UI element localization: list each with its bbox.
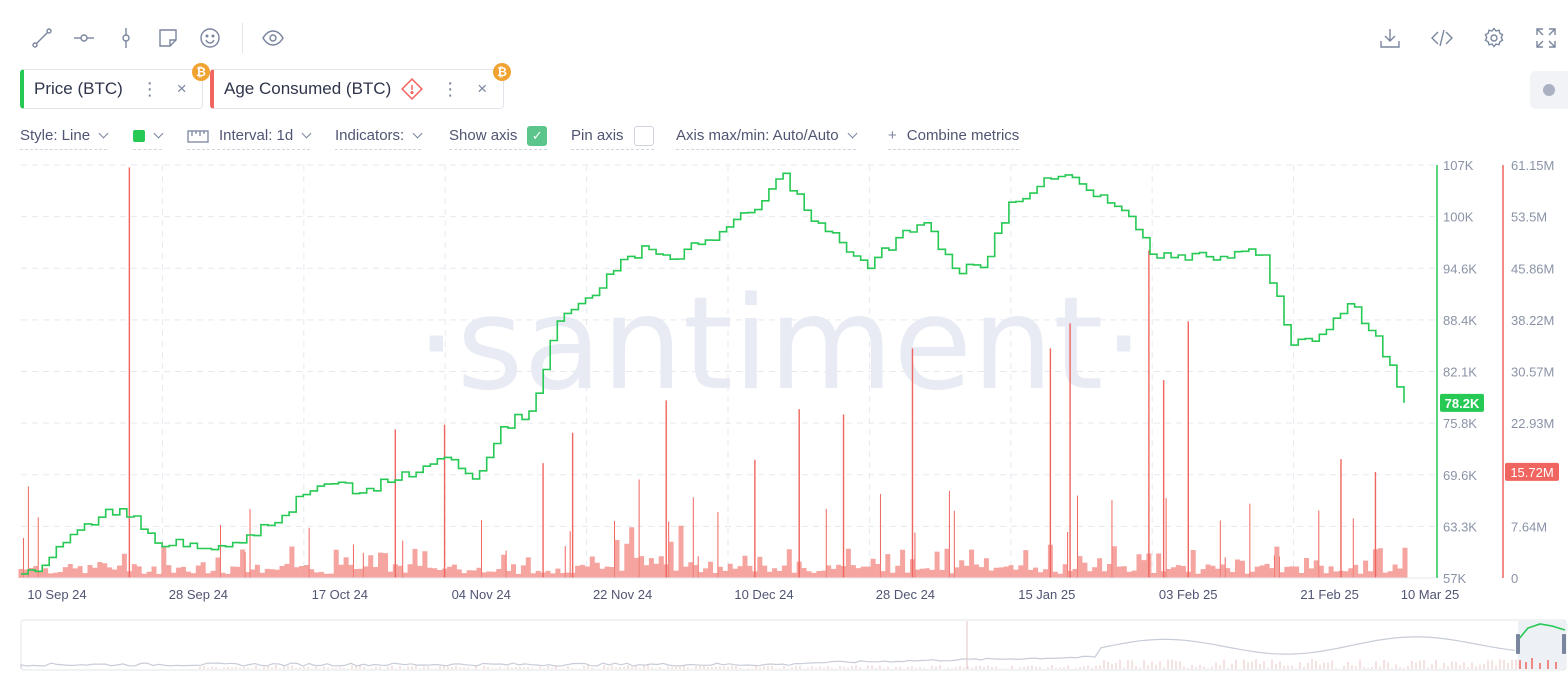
eye-icon[interactable] bbox=[261, 26, 285, 50]
pin-axis-checkbox[interactable] bbox=[633, 125, 654, 146]
drawing-toolbar bbox=[30, 23, 303, 53]
chart-grid bbox=[21, 164, 1435, 579]
age-consumed-baseline bbox=[18, 525, 1408, 578]
settings-gear-icon[interactable] bbox=[1482, 26, 1506, 50]
navigator-left-handle[interactable] bbox=[1516, 634, 1520, 654]
chart-navigator bbox=[20, 619, 1567, 671]
age-axis-tick: 38.22M bbox=[1511, 313, 1554, 328]
x-axis-tick: 10 Mar 25 bbox=[1401, 587, 1460, 602]
santiment-watermark: ·santiment· bbox=[416, 270, 1144, 419]
embed-code-icon[interactable] bbox=[1430, 26, 1454, 50]
color-swatch bbox=[133, 129, 145, 142]
pin-axis-label: Pin axis bbox=[571, 127, 624, 144]
price-axis-tick: 94.6K bbox=[1443, 261, 1477, 276]
indicators-dropdown[interactable]: Indicators: bbox=[335, 122, 423, 150]
price-axis-tick: 57K bbox=[1443, 571, 1466, 586]
price-axis-tick: 107K bbox=[1443, 158, 1474, 173]
show-axis-checkbox[interactable]: ✓ bbox=[527, 125, 548, 146]
price-axis-tick: 69.6K bbox=[1443, 468, 1477, 483]
age-axis-tick: 53.5M bbox=[1511, 210, 1547, 225]
warning-icon[interactable] bbox=[401, 78, 424, 100]
price-axis-tick: 63.3K bbox=[1443, 519, 1477, 534]
age-consumed-series bbox=[18, 167, 1408, 578]
age-axis-tick: 30.57M bbox=[1511, 365, 1554, 380]
x-axis-labels: 10 Sep 24 28 Sep 24 17 Oct 24 04 Nov 24 22 N… bbox=[27, 587, 1459, 602]
metric-tab-price[interactable]: Price (BTC) ⋮ × ₿ bbox=[20, 63, 210, 109]
interval-dropdown[interactable]: Interval: 1d bbox=[187, 122, 312, 150]
price-current-badge bbox=[1440, 393, 1484, 412]
navigator-right-handle[interactable] bbox=[1562, 634, 1566, 654]
price-current-value: 78.2K bbox=[1445, 396, 1480, 411]
show-axis-label: Show axis bbox=[449, 127, 518, 144]
metric-menu-icon[interactable]: ⋮ bbox=[441, 78, 460, 99]
price-series-line bbox=[21, 172, 1405, 575]
navigator-overview-line bbox=[20, 636, 1516, 668]
color-picker[interactable] bbox=[133, 122, 164, 150]
price-axis-tick: 88.4K bbox=[1443, 313, 1477, 328]
age-axis-tick: 22.93M bbox=[1511, 416, 1554, 431]
metric-label: Age Consumed (BTC) bbox=[224, 79, 392, 98]
record-button[interactable] bbox=[1530, 71, 1568, 109]
style-label: Style: Line bbox=[20, 127, 91, 144]
x-axis-tick: 28 Dec 24 bbox=[876, 587, 935, 602]
combine-metrics-label: Combine metrics bbox=[906, 127, 1020, 144]
record-dot-icon bbox=[1543, 84, 1555, 96]
navigator-overview-bars bbox=[199, 659, 1517, 669]
chart-axes: 107K 61.15M 100K 53.5M 94.6K 45.86M 88.4K 38.22… bbox=[21, 158, 1559, 586]
note-icon[interactable] bbox=[156, 26, 180, 50]
metric-menu-icon[interactable]: ⋮ bbox=[140, 78, 159, 99]
x-axis-tick: 03 Feb 25 bbox=[1159, 587, 1218, 602]
x-axis-tick: 17 Oct 24 bbox=[312, 587, 368, 602]
plus-icon: + bbox=[888, 127, 897, 144]
price-axis-tick: 75.8K bbox=[1443, 416, 1477, 431]
show-axis-toggle[interactable]: Show axis ✓ bbox=[449, 122, 548, 150]
price-axis-tick: 82.1K bbox=[1443, 365, 1477, 380]
x-axis-tick: 04 Nov 24 bbox=[452, 587, 511, 602]
navigator-selection[interactable] bbox=[1518, 621, 1565, 669]
x-axis-tick: 10 Sep 24 bbox=[27, 587, 86, 602]
interval-label: Interval: 1d bbox=[219, 127, 294, 144]
ruler-icon bbox=[187, 129, 209, 143]
age-axis-tick: 61.15M bbox=[1511, 158, 1554, 173]
metric-close-icon[interactable]: × bbox=[176, 79, 187, 98]
price-axis-tick: 100K bbox=[1443, 210, 1474, 225]
download-icon[interactable] bbox=[1378, 26, 1402, 50]
combine-metrics-button[interactable]: + Combine metrics bbox=[888, 122, 1020, 150]
horizontal-ray-icon[interactable] bbox=[72, 26, 96, 50]
age-axis-tick: 7.64M bbox=[1511, 519, 1547, 534]
age-axis-tick: 0 bbox=[1511, 571, 1518, 586]
x-axis-tick: 15 Jan 25 bbox=[1018, 587, 1075, 602]
x-axis-tick: 22 Nov 24 bbox=[593, 587, 652, 602]
line-drawing-icon[interactable] bbox=[30, 26, 54, 50]
metric-label: Price (BTC) bbox=[34, 79, 123, 98]
navigator-frame bbox=[20, 619, 1567, 671]
age-current-value: 15.72M bbox=[1510, 465, 1553, 480]
navigator-selected-bars bbox=[1519, 658, 1557, 669]
chart-actions-toolbar bbox=[1350, 26, 1558, 50]
metric-tab-age-consumed[interactable]: Age Consumed (BTC) ⋮ × ₿ bbox=[210, 63, 511, 109]
vertical-line-icon[interactable] bbox=[114, 26, 138, 50]
pin-axis-toggle[interactable]: Pin axis bbox=[571, 122, 654, 150]
metric-close-icon[interactable]: × bbox=[477, 79, 488, 98]
fullscreen-icon[interactable] bbox=[1534, 26, 1558, 50]
bitcoin-badge-icon: ₿ bbox=[192, 63, 210, 81]
axis-maxmin-label: Axis max/min: Auto/Auto bbox=[676, 127, 839, 144]
x-axis-tick: 28 Sep 24 bbox=[169, 587, 228, 602]
style-dropdown[interactable]: Style: Line bbox=[20, 122, 109, 150]
age-current-badge bbox=[1505, 462, 1559, 481]
emoji-icon[interactable] bbox=[198, 26, 222, 50]
x-axis-tick: 21 Feb 25 bbox=[1300, 587, 1359, 602]
bitcoin-badge-icon: ₿ bbox=[493, 63, 511, 81]
age-axis-tick: 45.86M bbox=[1511, 261, 1554, 276]
navigator-selected-price bbox=[1517, 623, 1566, 641]
axis-maxmin-dropdown[interactable]: Axis max/min: Auto/Auto bbox=[676, 122, 858, 150]
toolbar-divider bbox=[242, 23, 243, 53]
x-axis-tick: 10 Dec 24 bbox=[734, 587, 793, 602]
indicators-label: Indicators: bbox=[335, 127, 405, 144]
